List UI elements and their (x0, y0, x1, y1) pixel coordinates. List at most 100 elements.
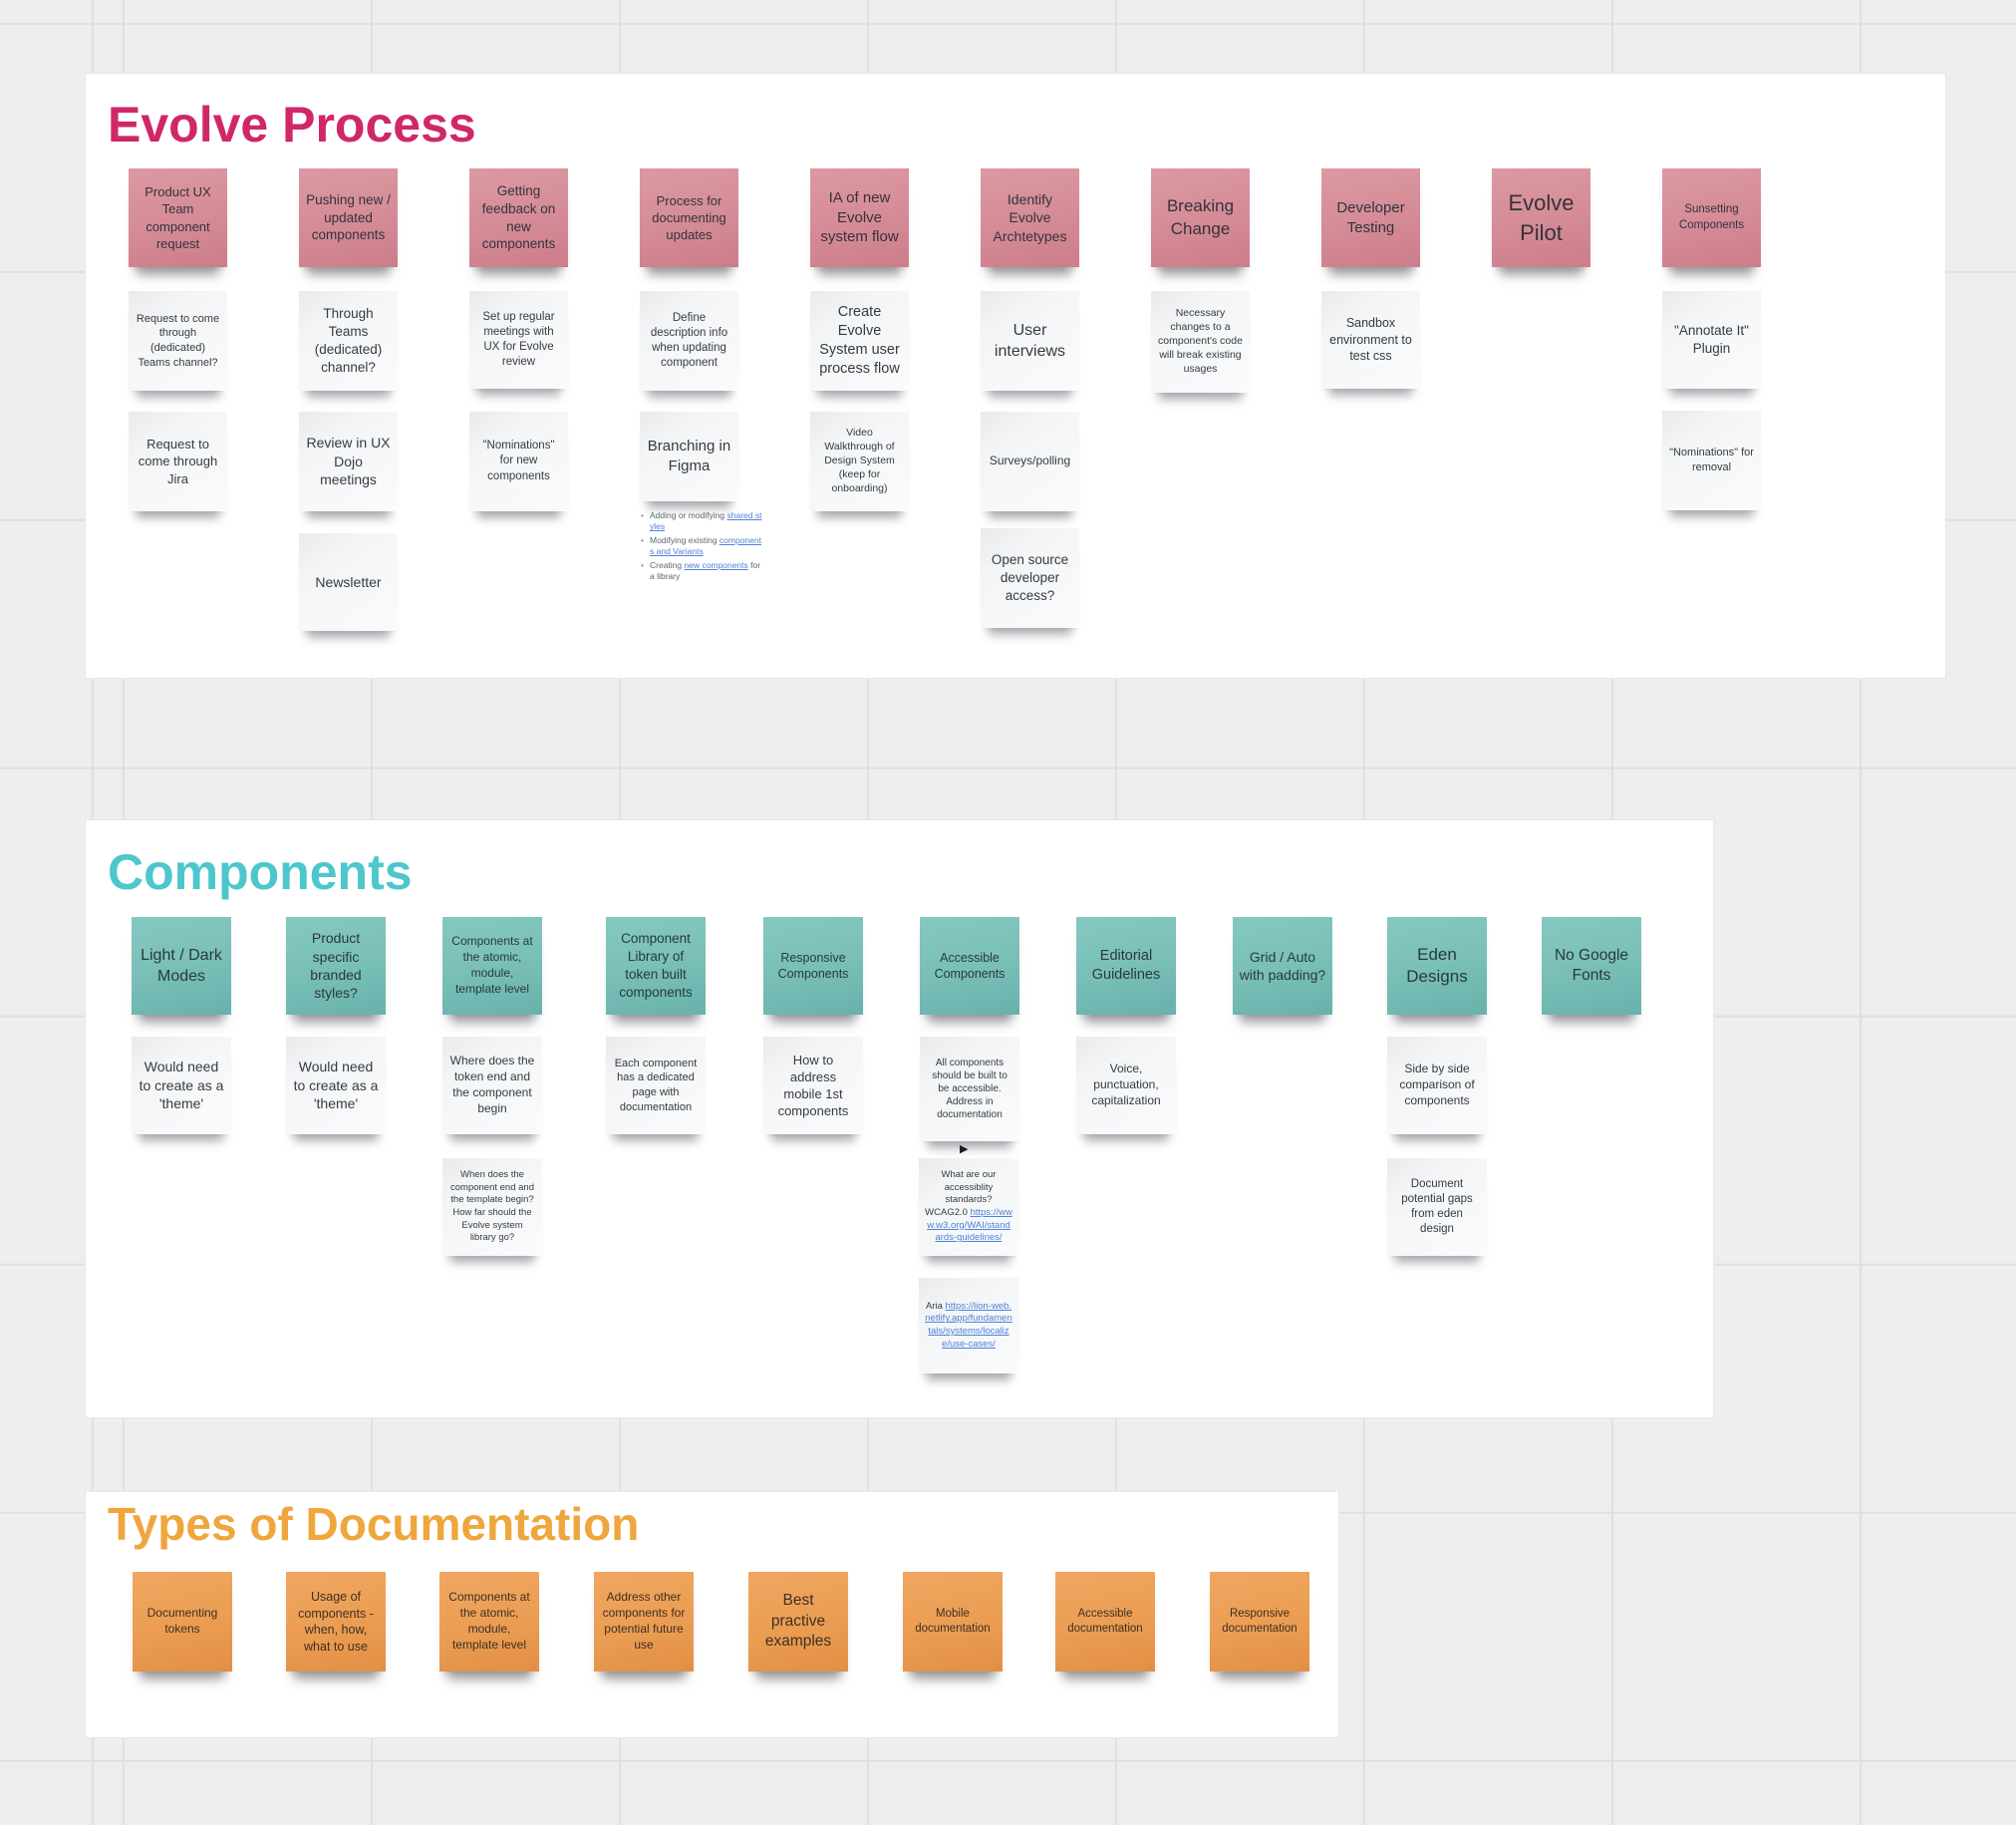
sticky-note-teal[interactable]: Responsive Components (763, 917, 863, 1015)
sticky-note-pink[interactable]: Identify Evolve Archtetypes (981, 168, 1079, 267)
sticky-note-white[interactable]: Review in UX Dojo meetings (299, 412, 398, 511)
sticky-note-pink[interactable]: Evolve Pilot (1492, 168, 1590, 267)
note-text: Components at the atomic, module, templa… (448, 1590, 530, 1652)
sticky-note-white[interactable]: Branching in Figma (640, 412, 738, 501)
sticky-note-white[interactable]: Through Teams (dedicated) channel? (299, 291, 398, 391)
sticky-note-teal[interactable]: Grid / Auto with padding? (1233, 917, 1332, 1015)
sticky-note-white[interactable]: Set up regular meetings with UX for Evol… (469, 291, 568, 389)
note-text: What are our accessiblity standards? WCA… (925, 1169, 1012, 1244)
section-title-evolve-process[interactable]: Evolve Process (108, 97, 476, 152)
note-text: Address other components for potential f… (602, 1590, 686, 1652)
link-text[interactable]: shared styles (650, 510, 762, 532)
note-text: All components should be built to be acc… (932, 1057, 1008, 1121)
sticky-note-white[interactable]: Would need to create as a 'theme' (132, 1037, 231, 1134)
sticky-note-teal[interactable]: No Google Fonts (1542, 917, 1641, 1015)
link-text[interactable]: components and Variants (650, 534, 761, 557)
sticky-note-orange[interactable]: Responsive documentation (1210, 1572, 1309, 1672)
note-text: IA of new Evolve system flow (820, 188, 899, 246)
note-text: Best practive examples (764, 1592, 832, 1651)
note-text: Side by side comparison of components (1399, 1062, 1475, 1107)
note-text: Usage of components - when, how, what to… (298, 1590, 374, 1654)
note-text: Through Teams (dedicated) channel? (314, 306, 383, 375)
sticky-note-pink[interactable]: Getting feedback on new components (469, 168, 568, 267)
note-text: Request to come through (dedicated) Team… (136, 312, 220, 369)
note-text: Identify Evolve Archtetypes (993, 190, 1067, 244)
sticky-note-white[interactable]: Where does the token end and the compone… (442, 1037, 542, 1134)
sticky-note-white[interactable]: Request to come through (dedicated) Team… (129, 291, 227, 391)
sticky-note-teal[interactable]: Eden Designs (1387, 917, 1487, 1015)
note-text: Request to come through Jira (138, 437, 218, 486)
note-text: Accessible documentation (1067, 1607, 1143, 1635)
sticky-note-white[interactable]: Request to come through Jira (129, 412, 227, 511)
sticky-note-white[interactable]: Would need to create as a 'theme' (286, 1037, 386, 1134)
link-text[interactable]: new components (684, 559, 748, 570)
sticky-note-white[interactable]: User interviews (981, 291, 1079, 391)
sticky-note-pink[interactable]: IA of new Evolve system flow (810, 168, 909, 267)
sticky-note-orange[interactable]: Address other components for potential f… (594, 1572, 694, 1672)
sticky-note-orange[interactable]: Best practive examples (748, 1572, 848, 1672)
sticky-note-pink[interactable]: Breaking Change (1151, 168, 1250, 267)
note-text: Each component has a dedicated page with… (614, 1057, 698, 1113)
note-text-fragment: Modifying existing (650, 534, 720, 545)
sticky-note-pink[interactable]: Sunsetting Components (1662, 168, 1761, 267)
sticky-note-white[interactable]: Define description info when updating co… (640, 291, 738, 391)
note-text: No Google Fonts (1554, 946, 1629, 984)
note-text: Evolve Pilot (1508, 190, 1575, 245)
note-text: Define description info when updating co… (650, 311, 728, 370)
sticky-note-white[interactable]: Create Evolve System user process flow (810, 291, 909, 391)
sticky-note-orange[interactable]: Components at the atomic, module, templa… (439, 1572, 539, 1672)
sticky-note-orange[interactable]: Mobile documentation (903, 1572, 1003, 1672)
note-text-fragment: Creating (650, 559, 685, 570)
sticky-note-white[interactable]: Document potential gaps from eden design (1387, 1158, 1487, 1256)
note-text: Component Library of token built compone… (619, 931, 693, 1000)
note-text: Responsive documentation (1222, 1607, 1297, 1635)
sticky-note-white[interactable]: What are our accessiblity standards? WCA… (919, 1158, 1018, 1256)
sticky-note-white[interactable]: How to address mobile 1st components (763, 1037, 863, 1134)
sticky-note-teal[interactable]: Product specific branded styles? (286, 917, 386, 1015)
section-title-components[interactable]: Components (108, 844, 413, 900)
sticky-note-white[interactable]: Surveys/polling (981, 412, 1079, 511)
note-text: Responsive Components (777, 950, 849, 982)
sticky-note-teal[interactable]: Light / Dark Modes (132, 917, 231, 1015)
note-text: Light / Dark Modes (141, 946, 222, 985)
sticky-note-white[interactable]: Each component has a dedicated page with… (606, 1037, 706, 1134)
note-text: Voice, punctuation, capitalization (1091, 1062, 1161, 1107)
note-text-fragment: Aria (925, 1300, 946, 1312)
section-title-types-of-documentation[interactable]: Types of Documentation (108, 1498, 640, 1550)
note-text-fragment: for a library (650, 559, 761, 582)
sticky-note-white[interactable]: "Nominations" for new components (469, 412, 568, 511)
sticky-note-pink[interactable]: Product UX Team component request (129, 168, 227, 267)
note-text: "Nominations" for removal (1669, 447, 1754, 473)
sticky-note-white[interactable]: "Nominations" for removal (1662, 411, 1761, 510)
sticky-note-white[interactable]: Open source developer access? (981, 528, 1079, 628)
sticky-note-white[interactable]: "Annotate It" Plugin (1662, 291, 1761, 389)
note-text: "Annotate It" Plugin (1674, 323, 1749, 356)
sticky-note-teal[interactable]: Accessible Components (920, 917, 1019, 1015)
sticky-note-white[interactable]: Newsletter (299, 533, 398, 631)
note-text: Product UX Team component request (144, 184, 211, 251)
sticky-note-white[interactable]: Video Walkthrough of Design System (keep… (810, 412, 909, 511)
link-text[interactable]: https://www.w3.org/WAI/standards-guideli… (927, 1207, 1012, 1244)
sticky-note-white[interactable]: All components should be built to be acc… (920, 1037, 1019, 1141)
sticky-note-pink[interactable]: Developer Testing (1321, 168, 1420, 267)
note-text: Editorial Guidelines (1091, 947, 1161, 983)
sticky-note-orange[interactable]: Usage of components - when, how, what to… (286, 1572, 386, 1672)
sticky-note-teal[interactable]: Components at the atomic, module, templa… (442, 917, 542, 1015)
sticky-note-white[interactable]: Side by side comparison of components (1387, 1037, 1487, 1134)
sticky-note-white[interactable]: Necessary changes to a component's code … (1151, 291, 1250, 393)
note-text: Document potential gaps from eden design (1401, 1177, 1473, 1236)
sticky-note-orange[interactable]: Accessible documentation (1055, 1572, 1155, 1672)
sticky-note-white[interactable]: Sandbox environment to test css (1321, 291, 1420, 389)
note-text: Newsletter (315, 573, 382, 590)
note-text: Video Walkthrough of Design System (keep… (824, 427, 895, 494)
sticky-note-white[interactable]: Aria https://lion-web.netlify.app/fundam… (919, 1278, 1018, 1373)
sticky-note-teal[interactable]: Component Library of token built compone… (606, 917, 706, 1015)
sticky-note-teal[interactable]: Editorial Guidelines (1076, 917, 1176, 1015)
link-text[interactable]: https://lion-web.netlify.app/fundamental… (925, 1300, 1012, 1350)
sticky-note-pink[interactable]: Process for documenting updates (640, 168, 738, 267)
sticky-note-pink[interactable]: Pushing new / updated components (299, 168, 398, 267)
sticky-note-white[interactable]: When does the component end and the temp… (442, 1158, 542, 1256)
sticky-note-white[interactable]: Voice, punctuation, capitalization (1076, 1037, 1176, 1134)
sticky-note-orange[interactable]: Documenting tokens (133, 1572, 232, 1672)
bullet-item: Adding or modifying shared styles (641, 510, 762, 533)
